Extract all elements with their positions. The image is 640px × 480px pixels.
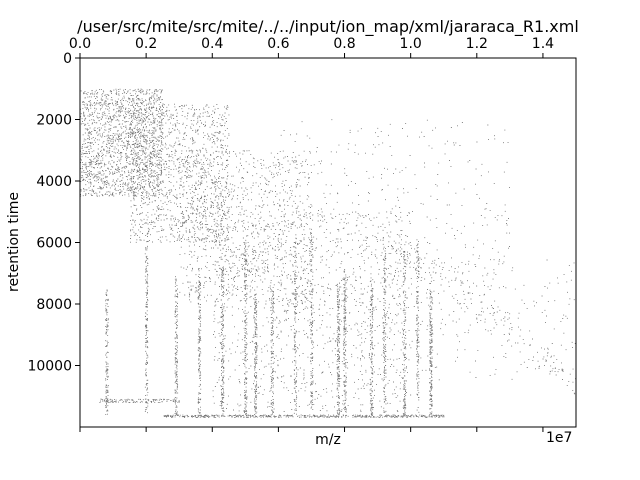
y-axis-label: retention time [6,192,22,292]
scatter-points [80,88,577,418]
top-tick-label: 0.2 [135,36,157,52]
bottom-x-axis [79,427,544,432]
top-x-axis: 0.0 0.2 0.4 0.6 0.8 1.0 1.2 1.4 [69,36,554,58]
plot-frame [79,57,577,428]
y-tick-label: 6000 [36,236,72,252]
x-axis-label: m/z [315,432,341,448]
top-tick-label: 0.0 [69,36,91,52]
top-tick-label: 0.6 [267,36,289,52]
top-tick-label: 1.2 [466,36,488,52]
y-tick-label: 0 [63,51,72,67]
top-tick-label: 1.0 [400,36,422,52]
x-offset-label: 1e7 [546,430,572,446]
top-tick-label: 0.4 [201,36,223,52]
y-tick-label: 2000 [36,113,72,129]
chart-title: /user/src/mite/src/mite/../../input/ion_… [77,17,579,37]
y-axis: 0 2000 4000 6000 8000 10000 [27,51,80,375]
y-tick-label: 8000 [36,297,72,313]
y-tick-label: 4000 [36,174,72,190]
top-tick-label: 0.8 [333,36,355,52]
scatter-point-cloud [80,88,577,418]
top-tick-label: 1.4 [532,36,554,52]
y-tick-label: 10000 [27,359,72,375]
